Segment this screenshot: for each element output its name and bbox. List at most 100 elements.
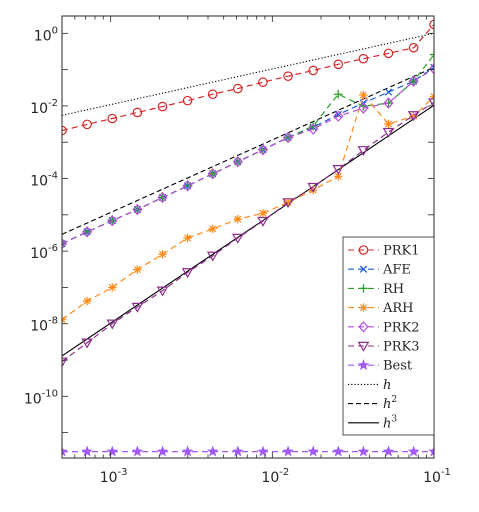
- point-best-3: [131, 445, 144, 457]
- point-prk1-6: [207, 89, 218, 100]
- point-prk3-12: [357, 146, 370, 157]
- point-prk2-14: [408, 75, 419, 87]
- point-arh-4: [158, 249, 167, 259]
- point-prk1-0: [62, 125, 67, 136]
- legend-marker: [359, 303, 368, 312]
- point-rh-11: [333, 89, 343, 99]
- point-prk1-4: [157, 101, 168, 112]
- point-arh-7: [233, 214, 243, 224]
- series-h: [62, 32, 434, 116]
- point-best-6: [206, 445, 219, 457]
- point-prk2-9: [282, 131, 294, 144]
- y-tick-label: 10-8: [30, 316, 58, 335]
- point-arh-5: [183, 233, 192, 243]
- point-best-4: [156, 445, 169, 457]
- series-h3: [62, 104, 434, 357]
- point-prk2-13: [383, 97, 394, 109]
- point-prk2-12: [358, 102, 369, 114]
- point-best-15: [428, 445, 434, 457]
- point-prk1-14: [408, 42, 419, 53]
- point-prk3-9: [282, 198, 294, 209]
- point-prk2-5: [182, 180, 193, 192]
- point-prk3-11: [332, 165, 345, 176]
- point-rh-5: [183, 181, 192, 191]
- point-afe-13: [384, 88, 393, 96]
- point-rh-1: [82, 227, 92, 237]
- point-best-0: [62, 445, 68, 457]
- tick-layer: 10-3 10-2 10-1 100 10-2 10-4 10-6 10-8 10-10: [24, 16, 451, 486]
- series-line-rh: [62, 54, 434, 245]
- series-line-prk2: [62, 68, 434, 245]
- point-prk3-13: [382, 127, 395, 138]
- legend-label: Best: [383, 359, 413, 374]
- point-prk2-2: [107, 214, 118, 227]
- point-prk2-3: [132, 203, 143, 216]
- point-rh-6: [208, 169, 218, 179]
- y-tick-label: 10-6: [30, 243, 58, 262]
- point-best-11: [332, 445, 345, 457]
- legend-marker: [358, 245, 369, 255]
- point-prk3-14: [407, 111, 420, 122]
- point-arh-12: [359, 90, 368, 100]
- point-arh-11: [333, 172, 343, 181]
- point-prk3-5: [181, 268, 194, 279]
- y-tick-label: 10-2: [30, 98, 58, 117]
- legend-marker: [358, 321, 369, 333]
- point-prk2-11: [333, 110, 344, 122]
- point-prk1-9: [283, 71, 293, 81]
- legend-label: PRK1: [383, 244, 420, 259]
- legend-entry-best: Best: [348, 359, 413, 374]
- point-afe-11: [334, 110, 342, 119]
- series-arh: [62, 90, 434, 324]
- point-best-14: [407, 445, 420, 457]
- legend-marker: [357, 359, 370, 371]
- point-prk1-3: [132, 107, 143, 118]
- legend-entry-prk1: PRK1: [348, 244, 420, 259]
- point-prk3-15: [428, 98, 434, 109]
- series-line-h3: [62, 104, 434, 357]
- point-prk3-4: [156, 286, 169, 297]
- legend-entry-h2: h2: [348, 395, 397, 412]
- legend-entry-prk2: PRK2: [348, 320, 420, 335]
- point-prk2-10: [308, 123, 319, 135]
- point-arh-3: [133, 265, 142, 274]
- y-tick-label: 10-4: [30, 171, 58, 190]
- point-arh-13: [384, 119, 393, 129]
- point-best-13: [382, 445, 395, 457]
- legend-entry-prk3: PRK3: [348, 340, 420, 355]
- series-h2: [62, 66, 434, 235]
- legend-label: PRK2: [383, 320, 420, 335]
- point-prk1-8: [258, 77, 268, 88]
- legend-entry-arh: ARH: [348, 301, 414, 316]
- point-prk2-8: [257, 144, 269, 156]
- legend-entry-h: h: [348, 378, 391, 393]
- point-prk2-6: [207, 168, 218, 180]
- legend-marker: [359, 265, 368, 273]
- series-line-prk1: [62, 24, 434, 132]
- point-best-9: [282, 445, 294, 457]
- point-prk3-10: [307, 182, 320, 193]
- point-best-7: [232, 445, 244, 457]
- point-rh-0: [62, 239, 67, 249]
- legend: PRK1 AFE RH ARH PRK2 PRK3 Best h h2 h3: [342, 236, 435, 436]
- legend-entry-h3: h3: [348, 414, 397, 431]
- series-line-h2: [62, 66, 434, 235]
- point-prk2-15: [428, 63, 434, 75]
- point-prk2-1: [82, 226, 93, 238]
- legend-marker: [357, 341, 370, 352]
- point-arh-1: [82, 296, 92, 306]
- point-best-5: [181, 445, 194, 457]
- legend-marker: [359, 284, 368, 293]
- x-tick-label: 10-2: [261, 467, 289, 486]
- point-arh-2: [107, 283, 117, 292]
- legend-label: PRK3: [383, 340, 420, 355]
- legend-label: h2: [383, 395, 397, 412]
- point-prk3-6: [206, 251, 219, 262]
- point-best-12: [357, 445, 370, 457]
- legend-label: h: [383, 378, 391, 393]
- point-arh-6: [208, 224, 218, 234]
- point-prk2-4: [157, 191, 168, 204]
- point-prk2-0: [62, 238, 68, 250]
- point-prk1-13: [383, 48, 394, 59]
- x-tick-label: 10-3: [100, 467, 128, 486]
